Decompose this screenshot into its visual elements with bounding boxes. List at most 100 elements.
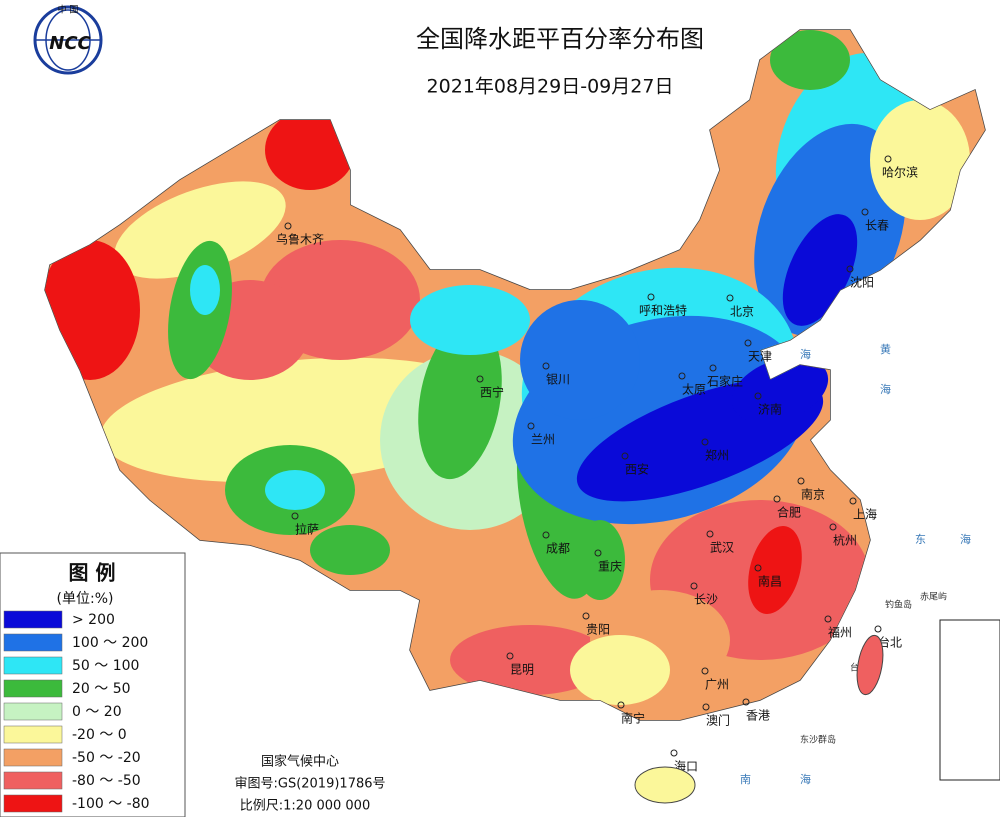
city-label: 石家庄: [707, 374, 743, 389]
city-marker: [874, 625, 882, 633]
field: [45, 240, 140, 380]
city-label: 长沙: [694, 593, 718, 607]
legend-swatch: [3, 748, 63, 767]
city-marker: [527, 422, 535, 430]
city-marker: [797, 477, 805, 485]
city-marker: [690, 582, 698, 590]
city-marker: [617, 701, 625, 709]
agency: 国家气候中心: [261, 754, 339, 770]
island: [634, 766, 696, 804]
approval: 审图号:GS(2019)1786号: [234, 777, 385, 792]
sea-label: 黄: [880, 342, 893, 356]
legend-label: 50 ～ 100: [72, 658, 139, 674]
city-label: 广州: [705, 678, 729, 692]
city-label: 长春: [865, 219, 889, 233]
city-marker: [706, 530, 714, 538]
city-label: 澳门: [706, 713, 730, 728]
city-label: 成都: [546, 542, 570, 556]
city-label: 上海: [853, 507, 877, 522]
city-marker: [709, 364, 717, 372]
field: [770, 30, 850, 90]
city-label: 天津: [748, 350, 772, 364]
city-label: 济南: [758, 402, 782, 417]
legend-swatch: [3, 794, 63, 813]
field: [418, 320, 502, 480]
city-marker: [284, 222, 292, 230]
city-marker: [542, 362, 550, 370]
city-marker: [884, 155, 892, 163]
field: [870, 100, 970, 220]
city-marker: [742, 698, 750, 706]
city-marker: [476, 375, 484, 383]
legend-label: -20 ～ 0: [72, 727, 127, 743]
field: [450, 625, 610, 695]
field: [575, 520, 625, 600]
field: [114, 181, 286, 279]
sea-label: 海: [960, 532, 973, 546]
legend-label: -80 ～ -50: [72, 773, 141, 789]
city-label: 香港: [746, 709, 770, 723]
legend-swatch: [3, 771, 63, 790]
sea-label: 南: [740, 773, 753, 786]
legend-swatch: [3, 725, 63, 744]
city-marker: [824, 615, 832, 623]
city-label: 南京: [801, 487, 825, 502]
title: 全国降水距平百分率分布图: [416, 25, 704, 53]
legend-title: 图 例: [69, 561, 116, 585]
city-label: 重庆: [598, 560, 622, 574]
sea-label: 海: [880, 382, 893, 396]
field: [190, 265, 220, 315]
city-label: 昆明: [510, 663, 534, 677]
legend-label: -50 ～ -20: [72, 750, 141, 766]
subtitle: 2021年08月29日-09月27日: [427, 76, 674, 98]
field: [520, 300, 640, 420]
city-marker: [849, 497, 857, 505]
legend-swatch: [3, 656, 63, 675]
legend-swatch: [3, 702, 63, 721]
city-marker: [621, 452, 629, 460]
city-label: 武汉: [710, 541, 734, 555]
legend-swatch: [3, 610, 63, 629]
city-label: 郑州: [705, 448, 729, 463]
island: [856, 634, 884, 696]
city-marker: [726, 294, 734, 302]
city-marker: [678, 372, 686, 380]
city-label: 拉萨: [295, 522, 319, 537]
city-label: 太原: [682, 382, 706, 397]
city-marker: [744, 339, 752, 347]
sea-label: 海: [800, 772, 813, 786]
city-label: 呼和浩特: [639, 303, 687, 318]
city-marker: [670, 749, 678, 757]
city-label: 台北: [878, 635, 902, 650]
city-label: 南昌: [758, 574, 782, 589]
city-label: 贵阳: [586, 623, 610, 637]
field: [265, 470, 325, 510]
legend-swatch: [3, 633, 63, 652]
city-marker: [754, 392, 762, 400]
city-label: 杭州: [833, 533, 857, 548]
island-label: 赤尾屿: [920, 592, 947, 603]
city-marker: [861, 208, 869, 216]
city-label: 兰州: [531, 433, 555, 447]
legend: 图 例 (单位:%) > 200 100 ～ 200 50 ～ 100 20 ～ 50…: [0, 552, 186, 817]
city-marker: [773, 495, 781, 503]
city-label: 福州: [828, 625, 852, 640]
city-label: 南宁: [621, 711, 645, 726]
field: [410, 285, 530, 355]
field: [748, 526, 802, 614]
legend-label: > 200: [72, 612, 115, 628]
island-label: 东沙群岛: [800, 734, 836, 746]
city-marker: [754, 564, 762, 572]
city-label: 合肥: [777, 505, 801, 520]
legend-label: -100 ～ -80: [72, 796, 150, 812]
legend-swatch: [3, 679, 63, 698]
city-marker: [647, 293, 655, 301]
city-marker: [594, 549, 602, 557]
legend-label: 100 ～ 200: [72, 635, 148, 651]
legend-label: 0 ～ 20: [72, 704, 122, 720]
legend-label: 20 ～ 50: [72, 681, 131, 697]
field: [731, 357, 829, 423]
logo-top: 中 国: [58, 4, 79, 16]
city-marker: [702, 703, 710, 711]
scale: 比例尺:1:20 000 000: [240, 799, 370, 814]
